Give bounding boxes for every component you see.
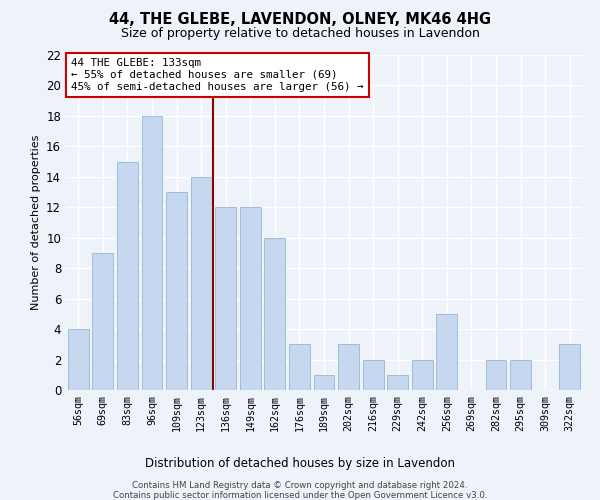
Text: Distribution of detached houses by size in Lavendon: Distribution of detached houses by size … (145, 458, 455, 470)
Bar (485, 360, 506, 390)
Bar (412, 360, 433, 390)
Text: 44 THE GLEBE: 133sqm
← 55% of detached houses are smaller (69)
45% of semi-detac: 44 THE GLEBE: 133sqm ← 55% of detached h… (71, 58, 364, 92)
Bar (559, 344, 580, 390)
Bar (166, 192, 187, 390)
Text: Size of property relative to detached houses in Lavendon: Size of property relative to detached ho… (121, 28, 479, 40)
Bar (240, 208, 261, 390)
Bar (215, 208, 236, 390)
Bar (142, 116, 163, 390)
Bar (338, 344, 359, 390)
Bar (265, 238, 286, 390)
Text: 44, THE GLEBE, LAVENDON, OLNEY, MK46 4HG: 44, THE GLEBE, LAVENDON, OLNEY, MK46 4HG (109, 12, 491, 28)
Bar (191, 177, 212, 390)
Text: Contains HM Land Registry data © Crown copyright and database right 2024.: Contains HM Land Registry data © Crown c… (132, 481, 468, 490)
Bar (289, 344, 310, 390)
Bar (387, 375, 408, 390)
Bar (314, 375, 334, 390)
Bar (117, 162, 138, 390)
Bar (92, 253, 113, 390)
Bar (68, 329, 89, 390)
Bar (362, 360, 383, 390)
Bar (510, 360, 531, 390)
Text: Contains public sector information licensed under the Open Government Licence v3: Contains public sector information licen… (113, 491, 487, 500)
Bar (436, 314, 457, 390)
Y-axis label: Number of detached properties: Number of detached properties (31, 135, 41, 310)
